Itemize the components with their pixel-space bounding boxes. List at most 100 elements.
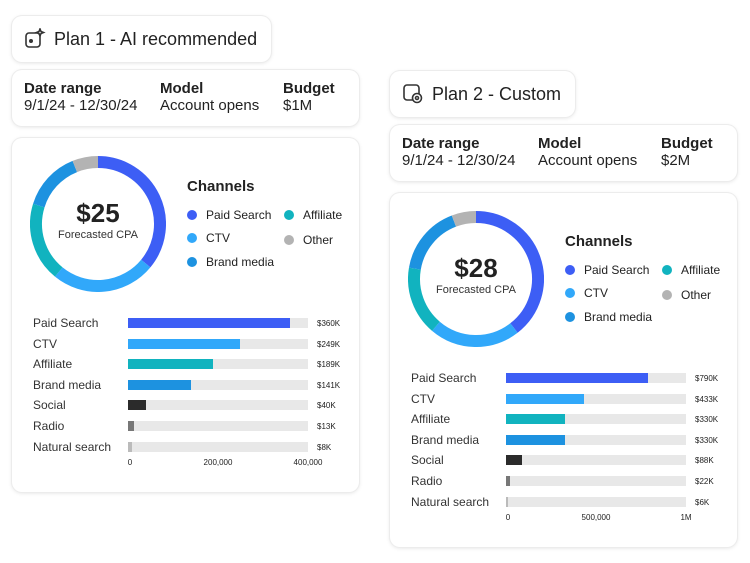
- legend-label: Other: [681, 288, 712, 302]
- bar-label: Natural search: [411, 494, 490, 509]
- bar-value-label: $433K: [695, 394, 719, 404]
- bar-label: Social: [411, 453, 444, 468]
- plan-title: Plan 2 - Custom: [432, 83, 562, 104]
- bar-label: CTV: [33, 336, 57, 351]
- bar[interactable]: [128, 318, 290, 328]
- legend-label: CTV: [584, 286, 608, 300]
- bar[interactable]: [128, 400, 146, 411]
- channels-chart-card: $28 Forecasted CPA Channels Paid Search CTV…: [390, 193, 737, 547]
- bar[interactable]: [506, 476, 510, 486]
- cpa-value: $25: [76, 198, 120, 228]
- bar-track: [506, 455, 686, 466]
- legend-label: Paid Search: [206, 208, 272, 222]
- budget-value: $2M: [661, 152, 691, 169]
- donut-segment-paid-search[interactable]: [475, 211, 544, 333]
- plan-title-card[interactable]: Plan 1 - AI recommended: [12, 16, 272, 62]
- budget-value: $1M: [283, 97, 313, 114]
- bar-label: Radio: [411, 474, 443, 488]
- bar-label: Natural search: [33, 439, 112, 454]
- plan-info-card: Date range 9/1/24 - 12/30/24 Model Account…: [390, 125, 737, 181]
- bar[interactable]: [506, 373, 649, 383]
- bar-label: Affiliate: [33, 357, 73, 372]
- plan-title-card[interactable]: Plan 2 - Custom: [390, 71, 576, 117]
- bar[interactable]: [128, 421, 134, 431]
- legend-item: Affiliate: [284, 208, 342, 222]
- donut-segment-other[interactable]: [451, 211, 477, 227]
- bar[interactable]: [506, 455, 522, 466]
- donut-chart: [30, 156, 166, 292]
- axis-tick-label: 200,000: [203, 458, 233, 467]
- bar[interactable]: [128, 441, 132, 452]
- axis-tick-label: 0: [505, 513, 511, 522]
- date-range-label: Date range: [402, 135, 480, 152]
- legend-label: Affiliate: [681, 263, 721, 277]
- legend-dot-icon: [284, 210, 294, 220]
- plan-1: Plan 1 - AI recommended Date range 9/1/24…: [12, 16, 360, 496]
- model-value: Account opens: [160, 97, 260, 114]
- donut-segment-other[interactable]: [72, 156, 99, 173]
- donut-segment-ctv[interactable]: [432, 321, 518, 347]
- legend-dot-icon: [284, 235, 294, 245]
- legend-item: Other: [662, 288, 711, 302]
- date-range-value: 9/1/24 - 12/30/24: [402, 152, 516, 169]
- axis-tick-label: 400,000: [293, 458, 323, 467]
- budget: Budget $1M: [283, 80, 335, 114]
- date-range-value: 9/1/24 - 12/30/24: [24, 97, 138, 114]
- bar-label: Affiliate: [411, 412, 451, 427]
- legend-item: CTV: [187, 231, 230, 245]
- model-label: Model: [538, 135, 582, 152]
- cpa-label: Forecasted CPA: [436, 284, 516, 296]
- legend-dot-icon: [565, 312, 575, 322]
- axis-tick-label: 1M: [680, 513, 692, 522]
- bar-label: Paid Search: [411, 371, 477, 385]
- legend-dot-icon: [565, 265, 575, 275]
- legend-item: Paid Search: [565, 263, 649, 277]
- donut-segment-affiliate[interactable]: [408, 267, 441, 331]
- bar-value-label: $40K: [317, 401, 336, 411]
- bar-track: [506, 373, 686, 383]
- bar[interactable]: [506, 393, 584, 404]
- model: Model Account opens: [538, 135, 637, 169]
- bar-value-label: $330K: [695, 415, 719, 425]
- budget-label: Budget: [661, 135, 713, 152]
- donut-segment-brand-media[interactable]: [408, 215, 457, 270]
- forecasted-cpa: $25 Forecasted CPA: [30, 198, 166, 241]
- cpa-label: Forecasted CPA: [58, 229, 138, 241]
- bar[interactable]: [506, 434, 566, 445]
- bar-track: [128, 421, 308, 431]
- donut-segment-brand-media[interactable]: [33, 160, 78, 208]
- model-label: Model: [160, 80, 204, 97]
- bar[interactable]: [128, 359, 214, 370]
- legend-item: Affiliate: [662, 263, 720, 277]
- plan-title: Plan 1 - AI recommended: [54, 28, 258, 49]
- legend-dot-icon: [187, 233, 197, 243]
- bar-track: [506, 393, 686, 404]
- legend-dot-icon: [662, 290, 672, 300]
- legend-title: Channels: [565, 233, 633, 250]
- bar[interactable]: [506, 496, 508, 507]
- bar-label: Brand media: [411, 432, 480, 447]
- donut-segment-ctv[interactable]: [54, 259, 151, 292]
- plan-info-card: Date range 9/1/24 - 12/30/24 Model Account…: [12, 70, 359, 126]
- donut-segment-affiliate[interactable]: [30, 203, 63, 277]
- bar[interactable]: [128, 379, 192, 390]
- legend-item: Brand media: [565, 310, 652, 324]
- bar-track: [128, 379, 308, 390]
- donut-segment-paid-search[interactable]: [97, 156, 166, 268]
- bar-label: Paid Search: [33, 316, 99, 330]
- legend-label: Brand media: [584, 310, 653, 324]
- custom-settings-icon: [402, 83, 432, 105]
- bar[interactable]: [506, 414, 566, 425]
- channels-chart-card: $25 Forecasted CPA Channels Paid Search CTV…: [12, 138, 359, 492]
- legend-title: Channels: [187, 178, 255, 195]
- bar[interactable]: [128, 338, 241, 349]
- bar-value-label: $330K: [695, 435, 719, 445]
- plan-2: Plan 2 - Custom Date range 9/1/24 - 12/30…: [390, 71, 738, 551]
- bar-value-label: $8K: [317, 442, 332, 452]
- legend-item: Other: [284, 233, 333, 247]
- bar-value-label: $790K: [695, 374, 719, 383]
- bar-track: [128, 338, 308, 349]
- bar-track: [506, 434, 686, 445]
- legend-dot-icon: [662, 265, 672, 275]
- bar-track: [128, 359, 308, 370]
